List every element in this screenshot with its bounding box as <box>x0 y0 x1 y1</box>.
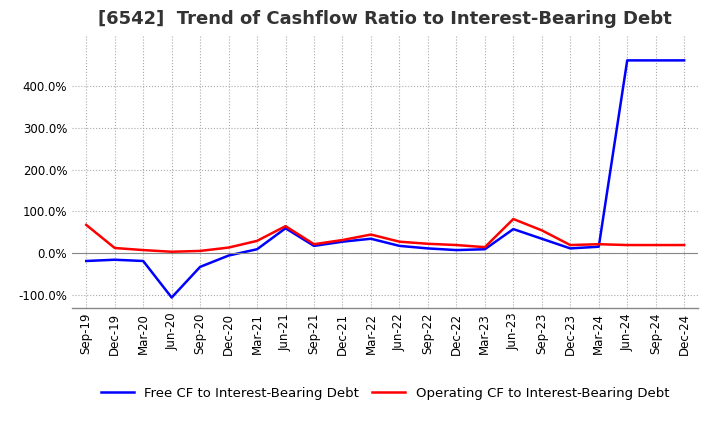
Operating CF to Interest-Bearing Debt <box>225 245 233 250</box>
Legend: Free CF to Interest-Bearing Debt, Operating CF to Interest-Bearing Debt: Free CF to Interest-Bearing Debt, Operat… <box>96 381 675 405</box>
Free CF to Interest-Bearing Debt <box>310 243 318 249</box>
Free CF to Interest-Bearing Debt <box>480 246 489 252</box>
Free CF to Interest-Bearing Debt <box>366 236 375 242</box>
Free CF to Interest-Bearing Debt <box>82 258 91 264</box>
Operating CF to Interest-Bearing Debt <box>282 224 290 229</box>
Operating CF to Interest-Bearing Debt <box>480 245 489 250</box>
Free CF to Interest-Bearing Debt <box>395 243 404 249</box>
Free CF to Interest-Bearing Debt <box>623 58 631 63</box>
Free CF to Interest-Bearing Debt <box>282 226 290 231</box>
Free CF to Interest-Bearing Debt <box>680 58 688 63</box>
Operating CF to Interest-Bearing Debt <box>395 239 404 244</box>
Free CF to Interest-Bearing Debt <box>110 257 119 262</box>
Free CF to Interest-Bearing Debt <box>537 236 546 242</box>
Free CF to Interest-Bearing Debt <box>167 295 176 300</box>
Free CF to Interest-Bearing Debt <box>338 239 347 244</box>
Line: Operating CF to Interest-Bearing Debt: Operating CF to Interest-Bearing Debt <box>86 219 684 252</box>
Free CF to Interest-Bearing Debt <box>253 246 261 252</box>
Operating CF to Interest-Bearing Debt <box>82 222 91 227</box>
Operating CF to Interest-Bearing Debt <box>338 237 347 242</box>
Operating CF to Interest-Bearing Debt <box>652 242 660 248</box>
Operating CF to Interest-Bearing Debt <box>310 242 318 247</box>
Operating CF to Interest-Bearing Debt <box>566 242 575 248</box>
Free CF to Interest-Bearing Debt <box>139 258 148 264</box>
Free CF to Interest-Bearing Debt <box>566 246 575 251</box>
Operating CF to Interest-Bearing Debt <box>423 241 432 246</box>
Free CF to Interest-Bearing Debt <box>595 244 603 249</box>
Line: Free CF to Interest-Bearing Debt: Free CF to Interest-Bearing Debt <box>86 60 684 297</box>
Free CF to Interest-Bearing Debt <box>652 58 660 63</box>
Operating CF to Interest-Bearing Debt <box>452 242 461 248</box>
Operating CF to Interest-Bearing Debt <box>139 247 148 253</box>
Operating CF to Interest-Bearing Debt <box>537 228 546 233</box>
Operating CF to Interest-Bearing Debt <box>167 249 176 254</box>
Operating CF to Interest-Bearing Debt <box>110 246 119 251</box>
Operating CF to Interest-Bearing Debt <box>595 242 603 247</box>
Operating CF to Interest-Bearing Debt <box>253 238 261 243</box>
Operating CF to Interest-Bearing Debt <box>623 242 631 248</box>
Operating CF to Interest-Bearing Debt <box>509 216 518 222</box>
Operating CF to Interest-Bearing Debt <box>196 248 204 253</box>
Operating CF to Interest-Bearing Debt <box>680 242 688 248</box>
Free CF to Interest-Bearing Debt <box>452 247 461 253</box>
Operating CF to Interest-Bearing Debt <box>366 232 375 237</box>
Free CF to Interest-Bearing Debt <box>423 246 432 251</box>
Free CF to Interest-Bearing Debt <box>225 253 233 258</box>
Free CF to Interest-Bearing Debt <box>509 227 518 232</box>
Title: [6542]  Trend of Cashflow Ratio to Interest-Bearing Debt: [6542] Trend of Cashflow Ratio to Intere… <box>99 10 672 28</box>
Free CF to Interest-Bearing Debt <box>196 264 204 270</box>
